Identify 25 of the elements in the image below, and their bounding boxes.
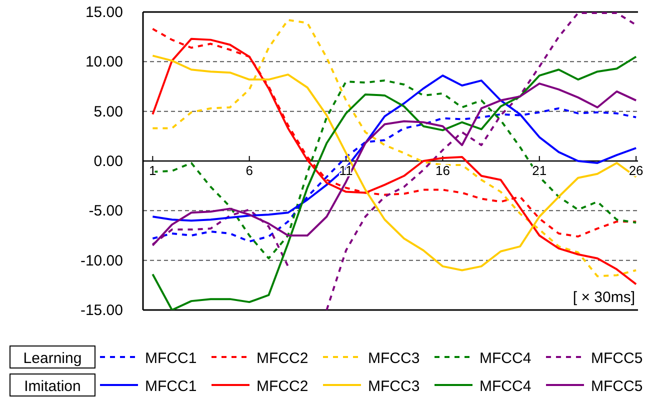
x-tick-label: 6 [246,163,253,178]
x-tick-label: 1 [149,163,156,178]
text: Imitation [24,378,81,395]
text: Learning [23,350,82,367]
y-tick-label: 0.00 [94,153,123,170]
x-tick-label: 21 [532,163,547,178]
legend-label: MFCC5 [591,378,643,395]
y-tick-label: 10.00 [85,54,123,71]
x-tick-label: 16 [435,163,450,178]
legend-label: MFCC2 [256,378,308,395]
y-tick-label: -10.00 [80,252,123,270]
legend-label: MFCC1 [145,378,197,395]
y-tick-label: 5.00 [94,103,123,120]
y-tick-label: -5.00 [88,202,123,220]
legend-label: MFCC3 [368,350,420,367]
legend-label: MFCC4 [480,350,532,367]
legend-label: MFCC1 [145,350,197,367]
legend-label: MFCC4 [480,378,532,395]
y-tick-label: 15.00 [85,4,123,21]
x-axis-title: [ × 30ms] [572,289,635,306]
legend-label: MFCC2 [256,350,308,367]
legend-label: MFCC5 [591,350,643,367]
legend-label: MFCC3 [368,378,420,395]
x-tick-label: 26 [628,163,644,178]
y-tick-label: -15.00 [80,302,123,319]
